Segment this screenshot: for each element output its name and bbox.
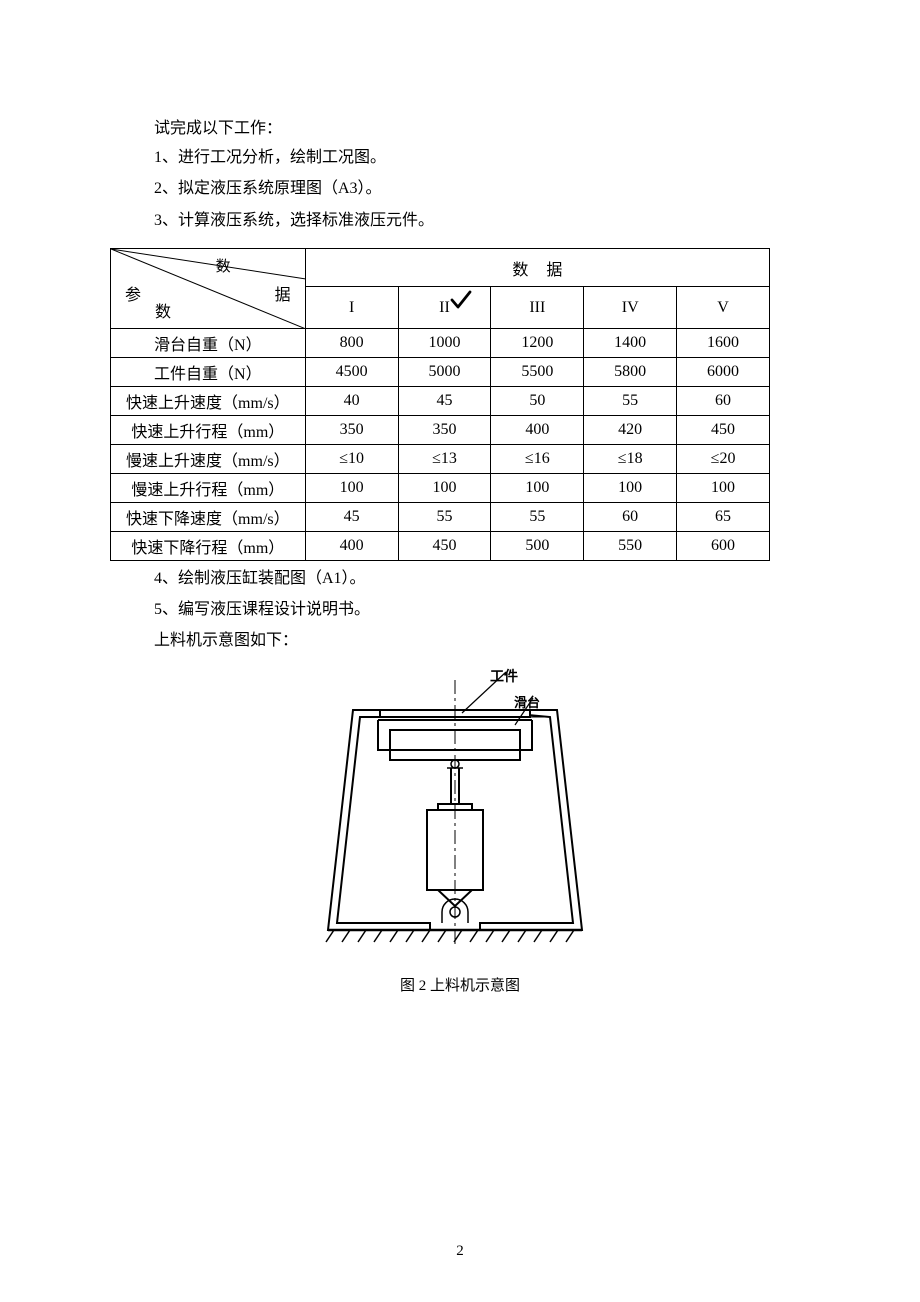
- intro-line-4: 4、绘制液压缸装配图（A1）。: [154, 565, 810, 592]
- data-cell: 55: [584, 386, 677, 415]
- table-row: 快速下降速度（mm/s）4555556065: [111, 502, 770, 531]
- data-cell: 500: [491, 531, 584, 560]
- data-cell: 6000: [677, 357, 770, 386]
- table-row: 慢速上升行程（mm）100100100100100: [111, 473, 770, 502]
- param-label: 快速上升速度（mm/s）: [111, 386, 306, 415]
- intro-line-1: 1、进行工况分析，绘制工况图。: [154, 144, 810, 171]
- data-header: 数据: [305, 248, 769, 287]
- loader-diagram: 工件 滑台: [300, 670, 620, 960]
- data-cell: 550: [584, 531, 677, 560]
- data-cell: 65: [677, 502, 770, 531]
- corner-label-bottom: 数: [155, 298, 171, 322]
- col-header-3-label: III: [529, 299, 545, 316]
- param-label: 快速上升行程（mm）: [111, 415, 306, 444]
- data-cell: 100: [398, 473, 491, 502]
- page-number: 2: [0, 1243, 920, 1260]
- loader-svg: [320, 670, 600, 960]
- table-row: 快速上升速度（mm/s）4045505560: [111, 386, 770, 415]
- corner-label-mid-left: 参: [125, 281, 141, 305]
- data-cell: ≤13: [398, 444, 491, 473]
- data-cell: 600: [677, 531, 770, 560]
- intro-line-5: 5、编写液压课程设计说明书。: [154, 596, 810, 623]
- table-row: 快速上升行程（mm）350350400420450: [111, 415, 770, 444]
- table-row: 快速下降行程（mm）400450500550600: [111, 531, 770, 560]
- data-cell: 5800: [584, 357, 677, 386]
- data-cell: 450: [677, 415, 770, 444]
- data-cell: 100: [677, 473, 770, 502]
- col-header-1-label: I: [349, 299, 354, 316]
- data-cell: 1600: [677, 328, 770, 357]
- data-cell: 1200: [491, 328, 584, 357]
- col-header-4-label: IV: [622, 299, 639, 316]
- col-header-2-label: II: [439, 299, 450, 316]
- workpiece-label: 工件: [490, 666, 518, 686]
- intro-line-0: 试完成以下工作：: [154, 115, 810, 142]
- data-cell: 40: [305, 386, 398, 415]
- param-label: 工件自重（N）: [111, 357, 306, 386]
- col-header-5: V: [677, 287, 770, 328]
- data-cell: 50: [491, 386, 584, 415]
- data-cell: 350: [305, 415, 398, 444]
- check-mark-icon: [450, 289, 472, 316]
- data-cell: 400: [491, 415, 584, 444]
- param-label: 滑台自重（N）: [111, 328, 306, 357]
- data-cell: 4500: [305, 357, 398, 386]
- col-header-4: IV: [584, 287, 677, 328]
- parameters-table: 数 参 据 数 数据 I II III IV V 滑台自重（N）80010001…: [110, 248, 770, 561]
- diagram-caption: 图 2 上料机示意图: [110, 974, 810, 995]
- data-cell: ≤20: [677, 444, 770, 473]
- data-cell: 60: [677, 386, 770, 415]
- data-cell: 400: [305, 531, 398, 560]
- col-header-2: II: [398, 287, 491, 328]
- table-row: 滑台自重（N）8001000120014001600: [111, 328, 770, 357]
- data-cell: 100: [305, 473, 398, 502]
- data-cell: ≤18: [584, 444, 677, 473]
- slide-label: 滑台: [514, 692, 540, 711]
- data-cell: ≤16: [491, 444, 584, 473]
- data-cell: 800: [305, 328, 398, 357]
- data-cell: 45: [305, 502, 398, 531]
- corner-label-top: 数: [216, 255, 231, 276]
- table-body: 滑台自重（N）8001000120014001600工件自重（N）4500500…: [111, 328, 770, 560]
- data-cell: 420: [584, 415, 677, 444]
- intro-line-6: 上料机示意图如下：: [154, 627, 810, 654]
- param-label: 快速下降速度（mm/s）: [111, 502, 306, 531]
- intro-line-2: 2、拟定液压系统原理图（A3）。: [154, 175, 810, 202]
- data-cell: 100: [491, 473, 584, 502]
- data-cell: 100: [584, 473, 677, 502]
- table-row: 工件自重（N）45005000550058006000: [111, 357, 770, 386]
- data-cell: 60: [584, 502, 677, 531]
- param-label: 慢速上升行程（mm）: [111, 473, 306, 502]
- param-label: 慢速上升速度（mm/s）: [111, 444, 306, 473]
- data-cell: 350: [398, 415, 491, 444]
- data-cell: 1000: [398, 328, 491, 357]
- intro-line-3: 3、计算液压系统，选择标准液压元件。: [154, 207, 810, 234]
- data-cell: ≤10: [305, 444, 398, 473]
- data-cell: 45: [398, 386, 491, 415]
- data-cell: 5000: [398, 357, 491, 386]
- corner-label-mid-right: 据: [275, 281, 291, 305]
- data-cell: 5500: [491, 357, 584, 386]
- param-header-diagonal: 数 参 据 数: [111, 248, 306, 328]
- col-header-1: I: [305, 287, 398, 328]
- param-label: 快速下降行程（mm）: [111, 531, 306, 560]
- data-cell: 1400: [584, 328, 677, 357]
- table-row: 慢速上升速度（mm/s）≤10≤13≤16≤18≤20: [111, 444, 770, 473]
- data-cell: 55: [398, 502, 491, 531]
- col-header-5-label: V: [717, 299, 729, 316]
- col-header-3: III: [491, 287, 584, 328]
- data-cell: 450: [398, 531, 491, 560]
- data-cell: 55: [491, 502, 584, 531]
